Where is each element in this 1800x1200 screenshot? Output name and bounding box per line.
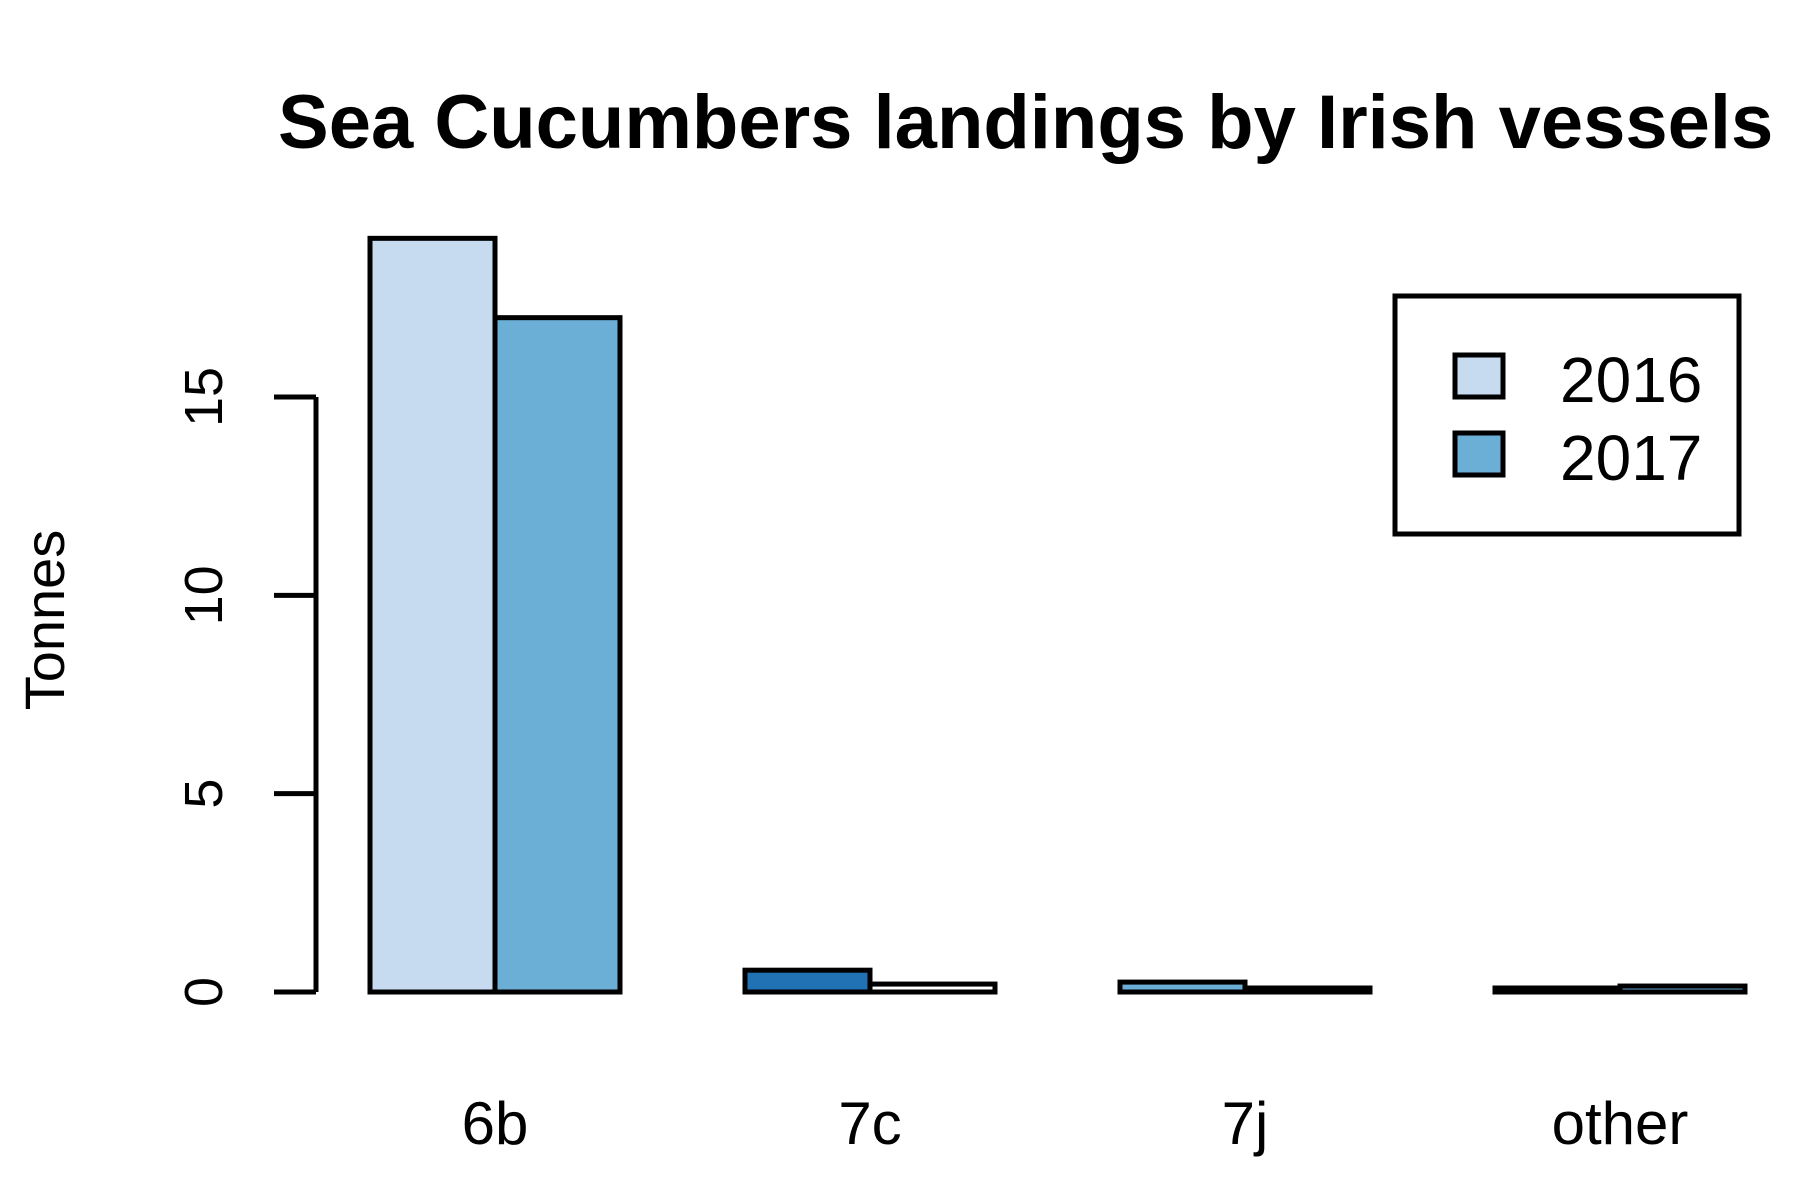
- y-tick-label: 0: [174, 977, 234, 1007]
- x-axis-labels: 6b 7c 7j other: [462, 1090, 1689, 1157]
- bar-7j-2017: [1242, 985, 1373, 995]
- legend-box: [1392, 293, 1742, 537]
- legend-label-2016: 2016: [1560, 344, 1702, 416]
- y-tick-label: 10: [174, 565, 234, 625]
- bar-6b-2016: [367, 235, 498, 995]
- x-tick-label-7j: 7j: [1222, 1090, 1269, 1157]
- legend-swatch-2016: [1452, 352, 1506, 400]
- x-tick-label-other: other: [1552, 1090, 1689, 1157]
- bar-other-2016: [1492, 985, 1623, 995]
- bar-other-2017: [1617, 983, 1748, 995]
- bar-6b-2017: [492, 315, 623, 995]
- y-axis: 0 5 10 15: [174, 367, 319, 1007]
- bar-7c-2017: [867, 981, 998, 995]
- y-tick-label: 5: [174, 779, 234, 809]
- bar-7j-2016: [1117, 979, 1248, 995]
- chart-title: Sea Cucumbers landings by Irish vessels: [278, 80, 1773, 165]
- legend-label-2017: 2017: [1560, 422, 1702, 494]
- y-axis-label: Tonnes: [13, 530, 76, 711]
- y-tick-label: 15: [174, 367, 234, 427]
- legend-swatch-2017: [1452, 430, 1506, 478]
- bar-7c-2016: [742, 967, 873, 995]
- bars-group: [367, 235, 1748, 995]
- x-tick-label-6b: 6b: [462, 1090, 529, 1157]
- legend: 2016 2017: [1392, 293, 1742, 537]
- x-tick-label-7c: 7c: [838, 1090, 901, 1157]
